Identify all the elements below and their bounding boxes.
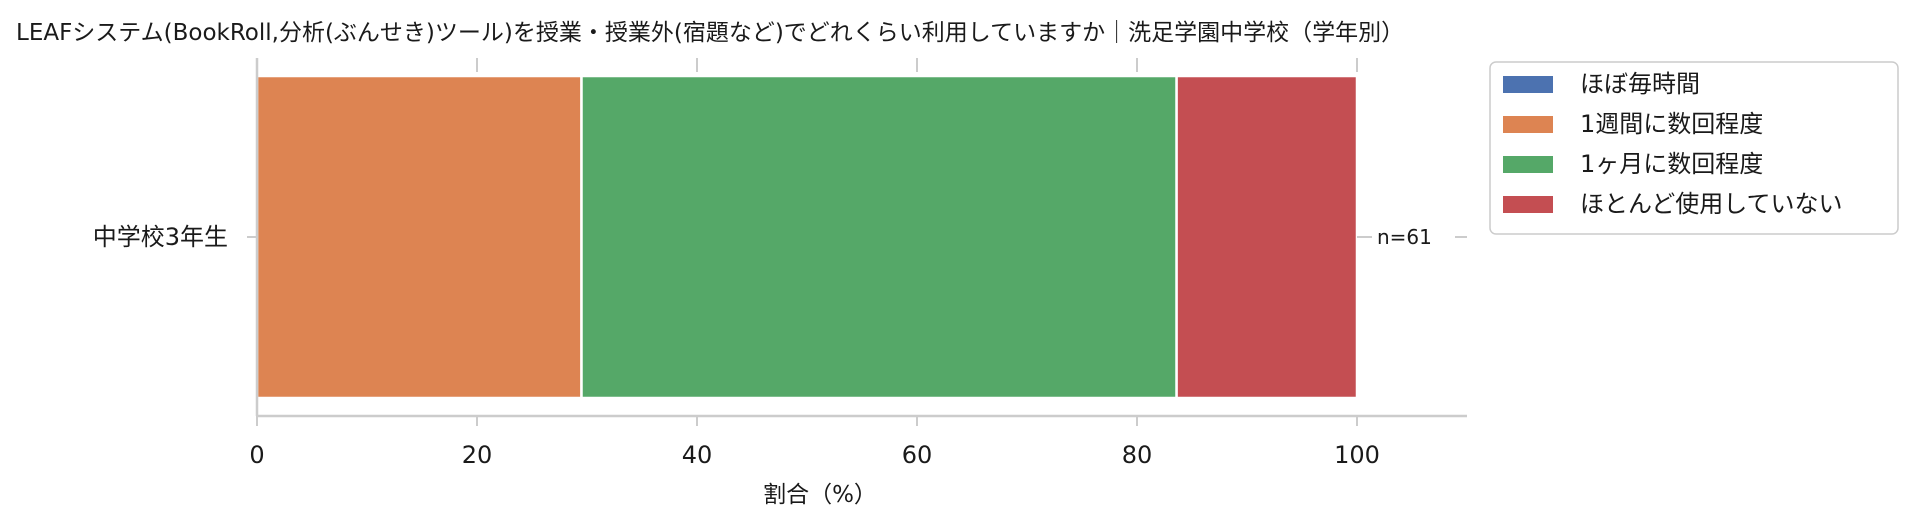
x-axis-label: 割合（%） (763, 482, 877, 508)
annotations-layer: n=61 (1357, 225, 1467, 249)
legend-label-1: ほぼ毎時間 (1580, 70, 1700, 98)
x-tick-label: 20 (462, 441, 493, 469)
bar-segment-4 (1175, 74, 1359, 400)
legend-label-3: 1ヶ月に数回程度 (1580, 150, 1763, 178)
x-tick-label: 60 (902, 441, 933, 469)
bars-layer (255, 74, 1359, 400)
x-tick-label: 100 (1334, 441, 1380, 469)
category-label: 中学校3年生 (93, 223, 228, 251)
x-tick-label: 40 (682, 441, 713, 469)
category-labels: 中学校3年生 (93, 223, 257, 251)
chart-title: LEAFシステム(BookRoll,分析(ぶんせき)ツール)を授業・授業外(宿題… (16, 20, 1404, 46)
bar-segment-2 (255, 74, 583, 400)
legend-label-2: 1週間に数回程度 (1580, 110, 1763, 138)
legend-swatch-3 (1503, 156, 1553, 173)
ticks-layer: 0 20 40 60 80 100 (249, 58, 1380, 469)
legend-swatch-1 (1503, 76, 1553, 93)
x-tick-label: 0 (249, 441, 264, 469)
sample-size-label: n=61 (1377, 225, 1432, 249)
legend-frame (1489, 61, 1899, 235)
legend-label-4: ほとんど使用していない (1580, 190, 1843, 218)
x-tick-label: 80 (1122, 441, 1153, 469)
legend-swatch-2 (1503, 116, 1553, 133)
bar-segment-3 (580, 74, 1178, 400)
legend-swatch-4 (1503, 196, 1553, 213)
